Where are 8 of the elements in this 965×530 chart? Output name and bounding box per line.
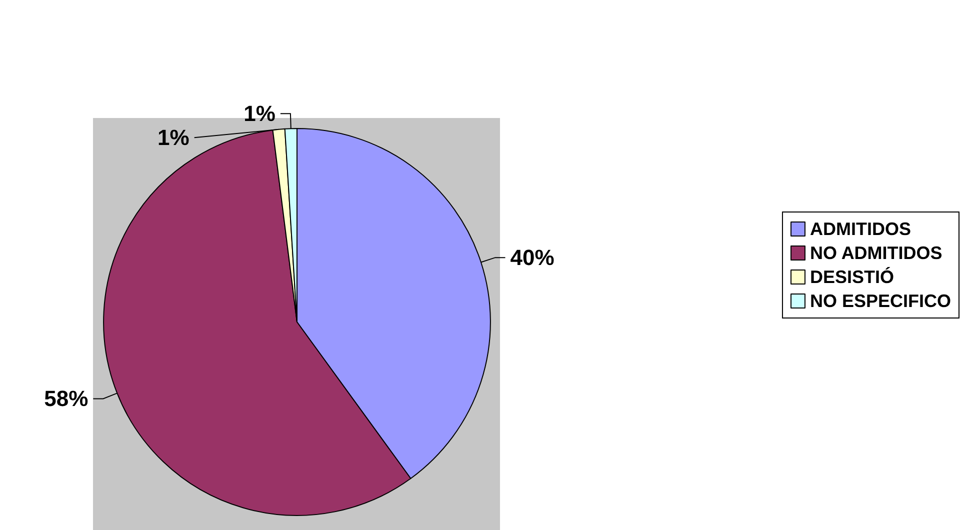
legend-label: ADMITIDOS	[810, 219, 911, 239]
data-label: 1%	[244, 101, 276, 126]
data-label: 58%	[44, 386, 88, 412]
legend-label: NO ESPECIFICO	[810, 291, 952, 311]
legend-label: NO ADMITIDOS	[810, 243, 942, 263]
legend-label: DESISTIÓ	[810, 267, 894, 287]
data-label: 1%	[158, 125, 190, 150]
data-label: 40%	[510, 245, 554, 270]
